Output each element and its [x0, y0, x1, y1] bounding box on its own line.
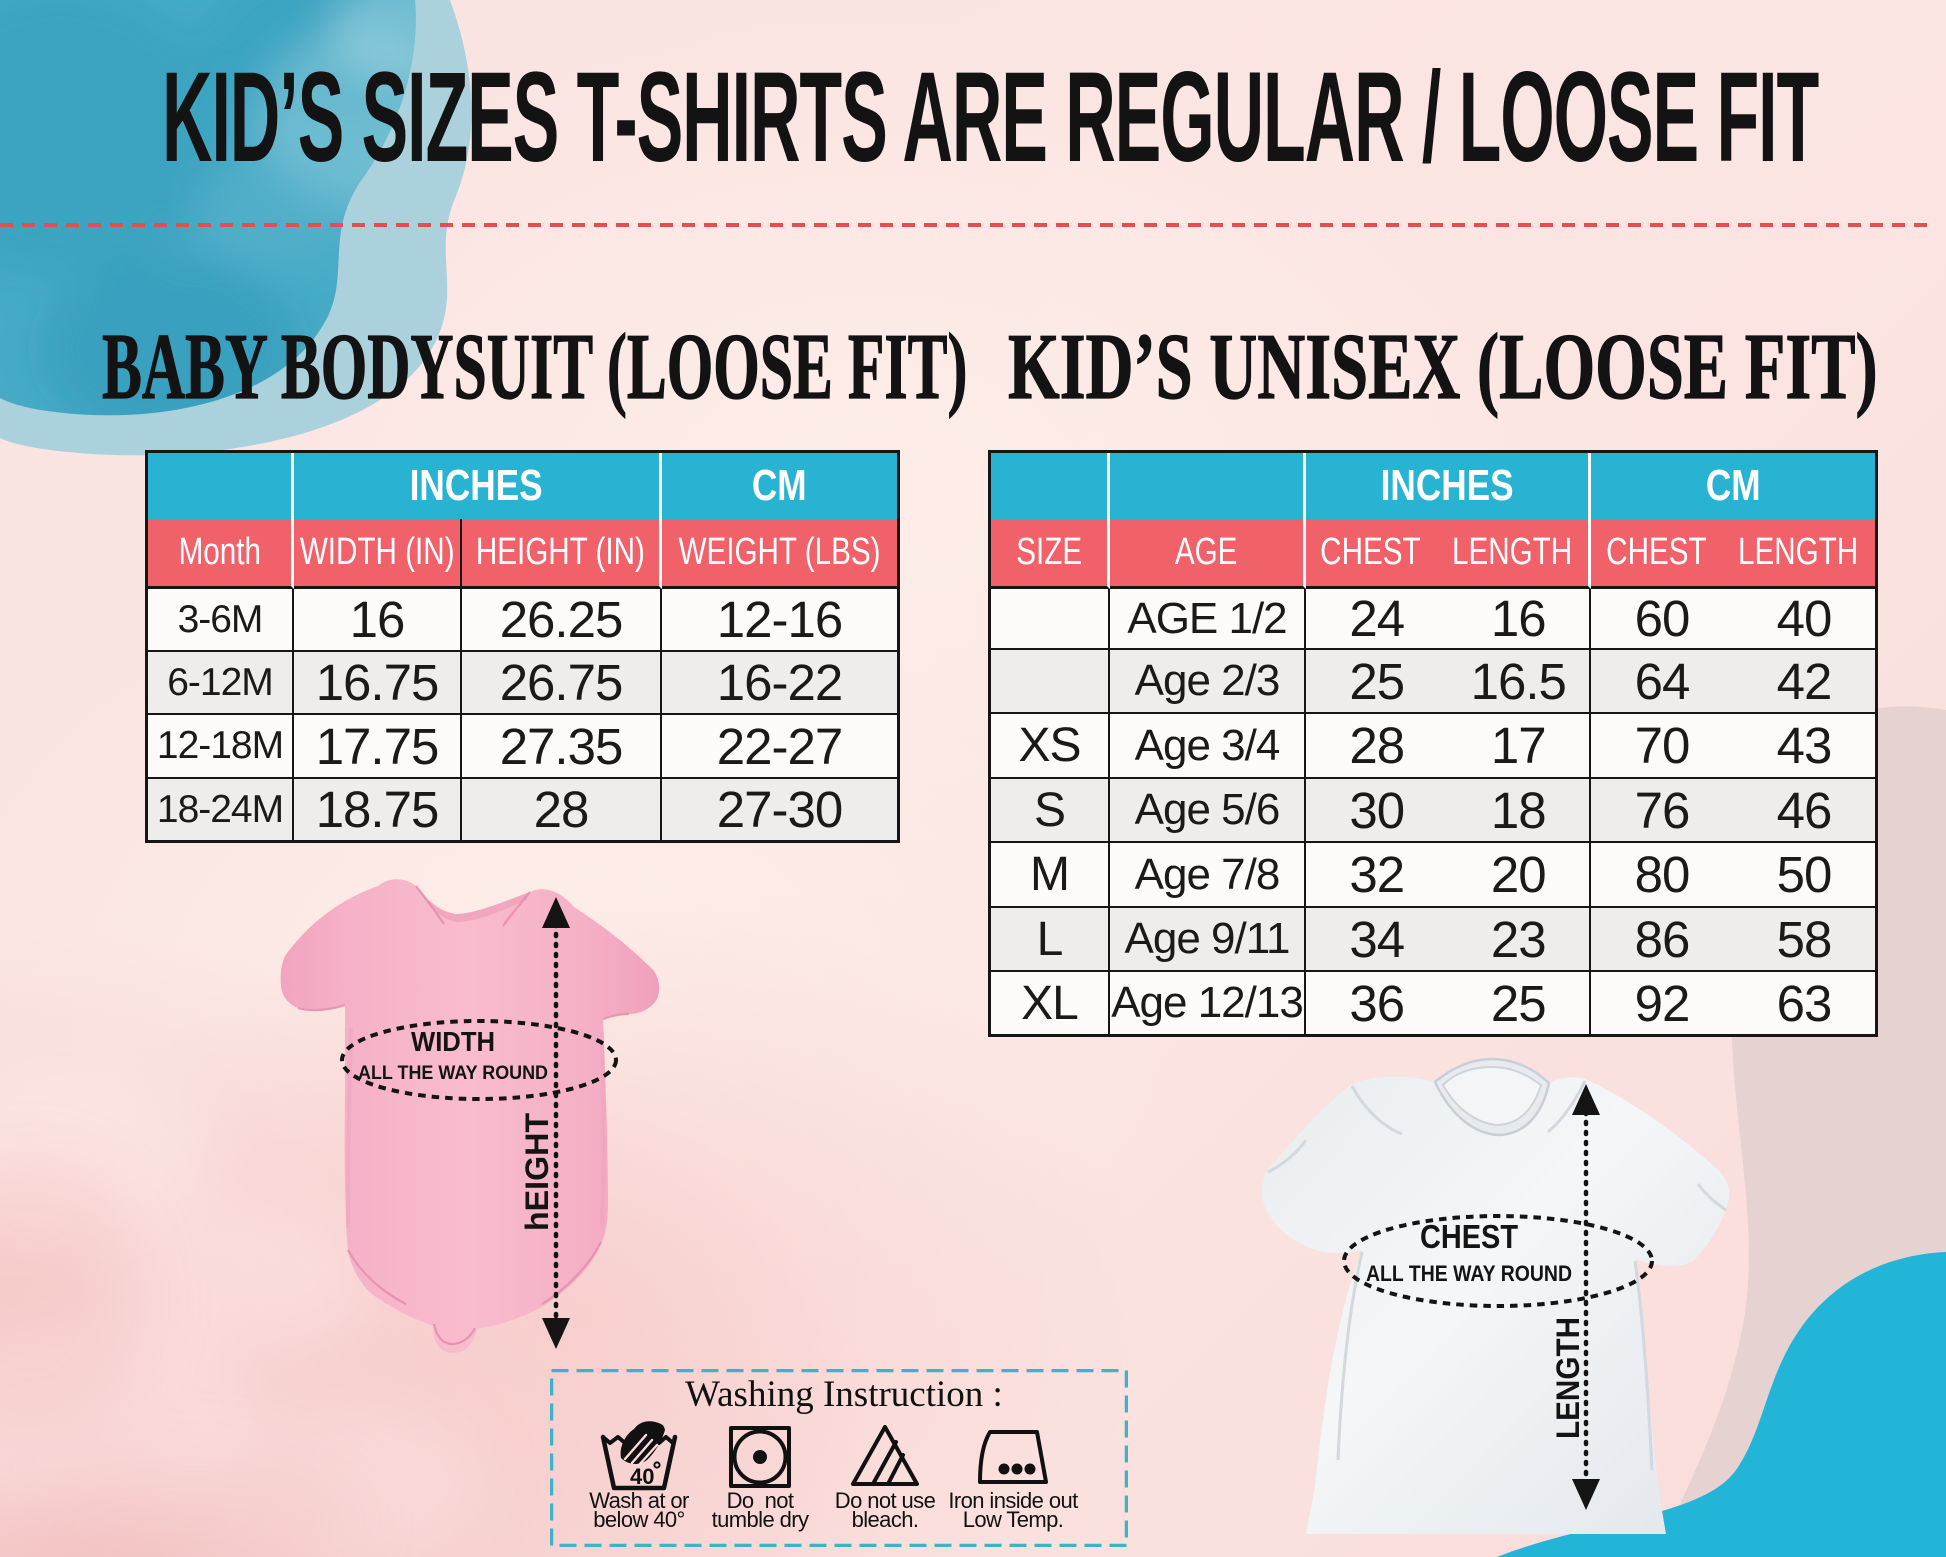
- svg-text:hEIGHT: hEIGHT: [519, 1113, 555, 1231]
- svg-text:40: 40: [630, 1464, 654, 1489]
- svg-text:ALL THE WAY ROUND: ALL THE WAY ROUND: [1366, 1261, 1572, 1286]
- svg-text:LENGTH: LENGTH: [1550, 1317, 1586, 1439]
- svg-text:WIDTH: WIDTH: [411, 1026, 495, 1057]
- svg-text:CHEST: CHEST: [1420, 1218, 1518, 1255]
- svg-text:ALL THE WAY ROUND: ALL THE WAY ROUND: [358, 1062, 548, 1084]
